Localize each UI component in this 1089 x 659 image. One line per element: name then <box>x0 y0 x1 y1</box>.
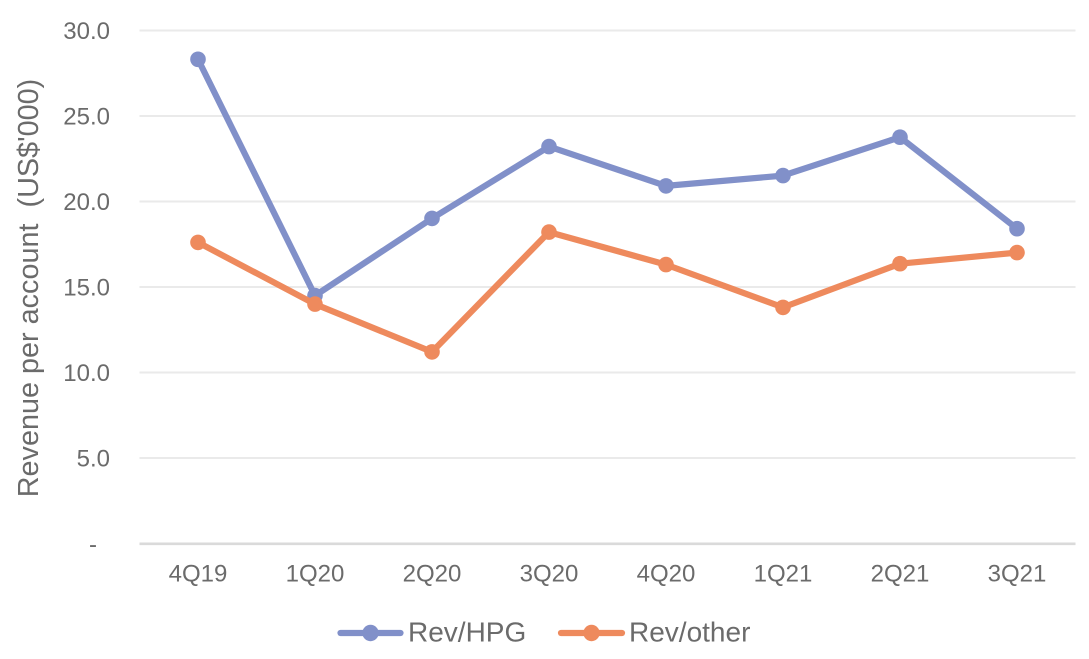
svg-text:1Q21: 1Q21 <box>754 561 813 588</box>
svg-text:4Q20: 4Q20 <box>637 561 696 588</box>
svg-text:1Q20: 1Q20 <box>286 561 345 588</box>
svg-text:2Q21: 2Q21 <box>871 561 930 588</box>
svg-text:Rev/HPG: Rev/HPG <box>408 617 526 648</box>
svg-text:25.0: 25.0 <box>63 104 110 131</box>
svg-text:2Q20: 2Q20 <box>403 561 462 588</box>
svg-text:20.0: 20.0 <box>63 189 110 216</box>
svg-text:10.0: 10.0 <box>63 360 110 387</box>
svg-text:3Q20: 3Q20 <box>520 561 579 588</box>
svg-text:Rev/other: Rev/other <box>629 617 750 648</box>
svg-text:4Q19: 4Q19 <box>169 561 228 588</box>
svg-text:30.0: 30.0 <box>63 18 110 45</box>
svg-text:5.0: 5.0 <box>77 446 110 473</box>
svg-text:-: - <box>89 532 97 559</box>
svg-text:Revenue per account (US$'000): Revenue per account (US$'000) <box>13 79 45 498</box>
svg-text:15.0: 15.0 <box>63 275 110 302</box>
svg-text:3Q21: 3Q21 <box>988 561 1047 588</box>
